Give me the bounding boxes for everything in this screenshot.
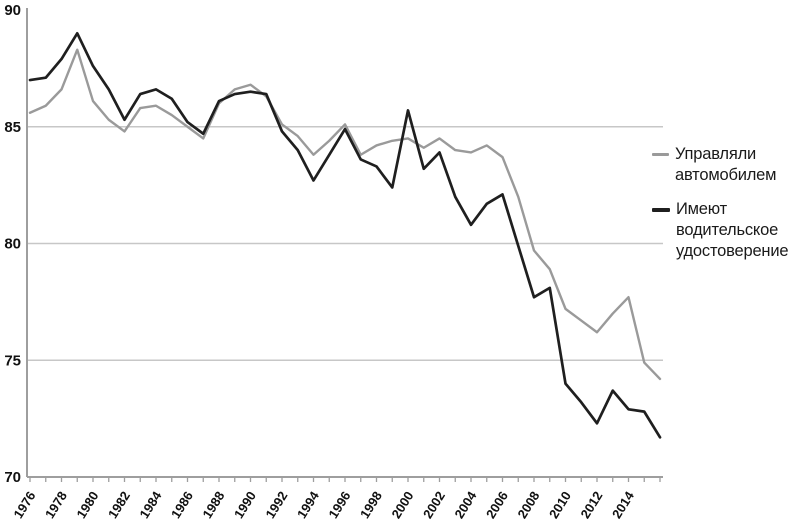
x-axis-label-1978: 1978 xyxy=(42,489,70,520)
y-axis-label-90: 90 xyxy=(4,2,21,19)
x-axis-label-2006: 2006 xyxy=(483,489,511,520)
legend-label-license-line1: Имеют xyxy=(676,200,727,218)
legend-item-drove: Управляли автомобилем xyxy=(652,144,776,186)
legend-label-drove-line1: Управляли xyxy=(675,145,757,163)
legend-item-license: Имеют водительское удостоверение xyxy=(652,199,789,262)
x-axis-label-2002: 2002 xyxy=(420,489,448,520)
legend-label-license-line3: удостоверение xyxy=(676,242,789,260)
legend-label-drove-line2: автомобилем xyxy=(675,166,777,184)
x-axis-label-2012: 2012 xyxy=(577,489,605,520)
x-axis-label-1988: 1988 xyxy=(199,489,227,520)
x-axis-label-1996: 1996 xyxy=(325,489,353,520)
x-axis-label-1998: 1998 xyxy=(357,489,385,520)
series-line-license xyxy=(28,31,662,439)
y-axis-label-85: 85 xyxy=(4,119,21,136)
x-axis-label-1994: 1994 xyxy=(294,488,322,520)
legend-swatch-license-icon xyxy=(652,208,670,212)
x-axis-label-1992: 1992 xyxy=(262,489,290,520)
y-axis-label-70: 70 xyxy=(4,469,21,486)
x-axis-label-2008: 2008 xyxy=(514,489,542,520)
y-axis-label-75: 75 xyxy=(4,352,21,369)
x-axis-label-1980: 1980 xyxy=(73,489,101,520)
x-axis-label-1990: 1990 xyxy=(231,489,259,520)
x-axis-label-2014: 2014 xyxy=(609,488,637,520)
legend-label-license-line2: водительское xyxy=(676,221,779,239)
legend-swatch-drove-icon xyxy=(652,153,669,156)
x-axis-label-2010: 2010 xyxy=(546,489,574,520)
x-axis-label-2004: 2004 xyxy=(451,488,479,520)
x-axis-label-2000: 2000 xyxy=(388,489,416,520)
series-line-drove xyxy=(28,48,662,381)
legend-label-license: Имеют водительское удостоверение xyxy=(676,199,789,262)
y-axis-label-80: 80 xyxy=(4,236,21,253)
x-axis-label-1976: 1976 xyxy=(10,489,38,520)
x-axis-label-1984: 1984 xyxy=(136,488,164,520)
x-axis-label-1986: 1986 xyxy=(168,489,196,520)
legend-label-drove: Управляли автомобилем xyxy=(675,144,776,186)
x-axis-label-1982: 1982 xyxy=(105,489,133,520)
